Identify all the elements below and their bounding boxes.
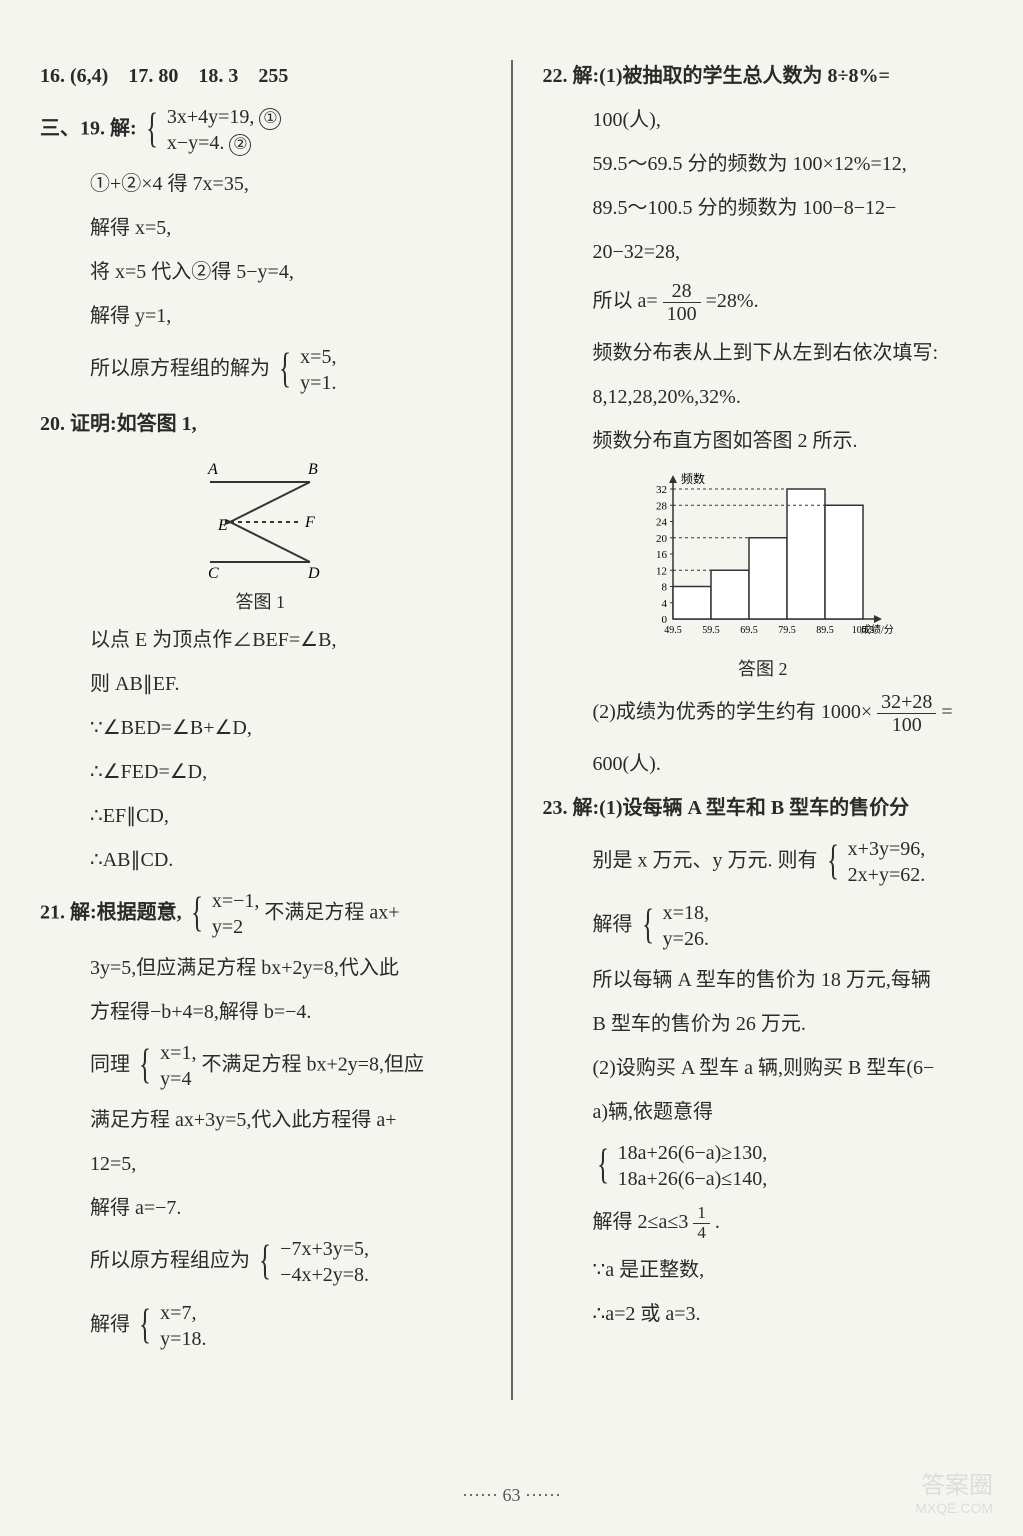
q22-s1: 22. 解:(1)被抽取的学生总人数为 8÷8%= (543, 60, 984, 92)
left-column: 16. (6,4) 17. 80 18. 3 255 三、19. 解: { 3x… (40, 60, 481, 1400)
svg-text:F: F (304, 514, 315, 531)
q19-header: 三、19. 解: { 3x+4y=19, ① x−y=4. ② (40, 104, 481, 156)
q19-step2: 解得 x=5, (40, 212, 481, 244)
q20-s4: ∴∠FED=∠D, (40, 756, 481, 788)
q23-s3: 解得 { x=18, y=26. (543, 900, 984, 952)
figure-2: 04812162024283249.559.569.579.589.5100.5… (543, 469, 984, 681)
q23-s8: { 18a+26(6−a)≥130, 18a+26(6−a)≤140, (543, 1140, 984, 1192)
svg-text:8: 8 (661, 582, 667, 594)
right-column: 22. 解:(1)被抽取的学生总人数为 8÷8%= 100(人), 59.5～6… (543, 60, 984, 1400)
q22-s7: 频数分布表从上到下从左到右依次填写: (543, 337, 984, 369)
q20-header: 20. 证明:如答图 1, (40, 408, 481, 440)
svg-text:24: 24 (656, 517, 668, 529)
content-columns: 16. (6,4) 17. 80 18. 3 255 三、19. 解: { 3x… (40, 60, 983, 1400)
q19-step1: ①+②×4 得 7x=35, (40, 168, 481, 200)
column-divider (511, 60, 513, 1400)
page-number: ······ 63 ······ (0, 1485, 1023, 1506)
svg-text:89.5: 89.5 (816, 625, 834, 636)
q23-s7: a)辆,依题意得 (543, 1096, 984, 1128)
q21-s8: 所以原方程组应为 { −7x+3y=5, −4x+2y=8. (40, 1236, 481, 1288)
svg-text:4: 4 (661, 598, 667, 610)
svg-text:28: 28 (656, 500, 668, 512)
svg-text:16: 16 (656, 549, 668, 561)
svg-text:59.5: 59.5 (702, 625, 720, 636)
q22b-s1: (2)成绩为优秀的学生约有 1000× 32+28100 = (543, 691, 984, 736)
q20-s1: 以点 E 为顶点作∠BEF=∠B, (40, 624, 481, 656)
q21-s4: 同理 { x=1, y=4 不满足方程 bx+2y=8,但应 (40, 1040, 481, 1092)
svg-text:20: 20 (656, 533, 668, 545)
q20-s3: ∵∠BED=∠B+∠D, (40, 712, 481, 744)
q21-s7: 解得 a=−7. (40, 1192, 481, 1224)
svg-text:69.5: 69.5 (740, 625, 758, 636)
q22-s4: 89.5～100.5 分的频数为 100−8−12− (543, 192, 984, 224)
q22-s9: 频数分布直方图如答图 2 所示. (543, 425, 984, 457)
q21-s6: 12=5, (40, 1148, 481, 1180)
svg-text:E: E (217, 517, 228, 534)
q23-s1: 23. 解:(1)设每辆 A 型车和 B 型车的售价分 (543, 792, 984, 824)
svg-text:32: 32 (656, 484, 667, 496)
q22b-s2: 600(人). (543, 748, 984, 780)
q19-step4: 解得 y=1, (40, 300, 481, 332)
q22-s8: 8,12,28,20%,32%. (543, 381, 984, 413)
q23-s5: B 型车的售价为 26 万元. (543, 1008, 984, 1040)
svg-text:频数: 频数 (681, 471, 705, 486)
q22-s6: 所以 a= 28100 =28%. (543, 280, 984, 325)
svg-text:12: 12 (656, 565, 667, 577)
q21-header: 21. 解:根据题意, { x=−1, y=2 不满足方程 ax+ (40, 888, 481, 940)
svg-text:A: A (207, 461, 218, 478)
q20-s6: ∴AB∥CD. (40, 844, 481, 876)
svg-text:49.5: 49.5 (664, 625, 682, 636)
svg-text:D: D (307, 565, 320, 582)
q23-s10: ∵a 是正整数, (543, 1254, 984, 1286)
answers-16-18: 16. (6,4) 17. 80 18. 3 255 (40, 60, 481, 92)
q23-s9: 解得 2≤a≤3 14 . (543, 1204, 984, 1242)
q23-s4: 所以每辆 A 型车的售价为 18 万元,每辆 (543, 964, 984, 996)
q22-s5: 20−32=28, (543, 236, 984, 268)
q21-s9: 解得 { x=7, y=18. (40, 1300, 481, 1352)
q23-s2: 别是 x 万元、y 万元. 则有 { x+3y=96, 2x+y=62. (543, 836, 984, 888)
q20-s5: ∴EF∥CD, (40, 800, 481, 832)
q22-s3: 59.5～69.5 分的频数为 100×12%=12, (543, 148, 984, 180)
q19-step3: 将 x=5 代入②得 5−y=4, (40, 256, 481, 288)
figure-1: A B E F C D 答图 1 (40, 452, 481, 614)
svg-text:C: C (208, 565, 219, 582)
q22-s2: 100(人), (543, 104, 984, 136)
figure-1-caption: 答图 1 (40, 588, 481, 614)
q21-s3: 方程得−b+4=8,解得 b=−4. (40, 996, 481, 1028)
q19-result: 所以原方程组的解为 { x=5, y=1. (40, 344, 481, 396)
figure-2-caption: 答图 2 (543, 655, 984, 681)
q21-s2: 3y=5,但应满足方程 bx+2y=8,代入此 (40, 952, 481, 984)
watermark: 答案圈 MXQE.COM (915, 1465, 993, 1516)
svg-text:B: B (308, 461, 318, 478)
q20-s2: 则 AB∥EF. (40, 668, 481, 700)
svg-text:成绩/分: 成绩/分 (861, 623, 894, 636)
q23-s11: ∴a=2 或 a=3. (543, 1298, 984, 1330)
q21-s5: 满足方程 ax+3y=5,代入此方程得 a+ (40, 1104, 481, 1136)
q23-s6: (2)设购买 A 型车 a 辆,则购买 B 型车(6− (543, 1052, 984, 1084)
svg-text:79.5: 79.5 (778, 625, 796, 636)
